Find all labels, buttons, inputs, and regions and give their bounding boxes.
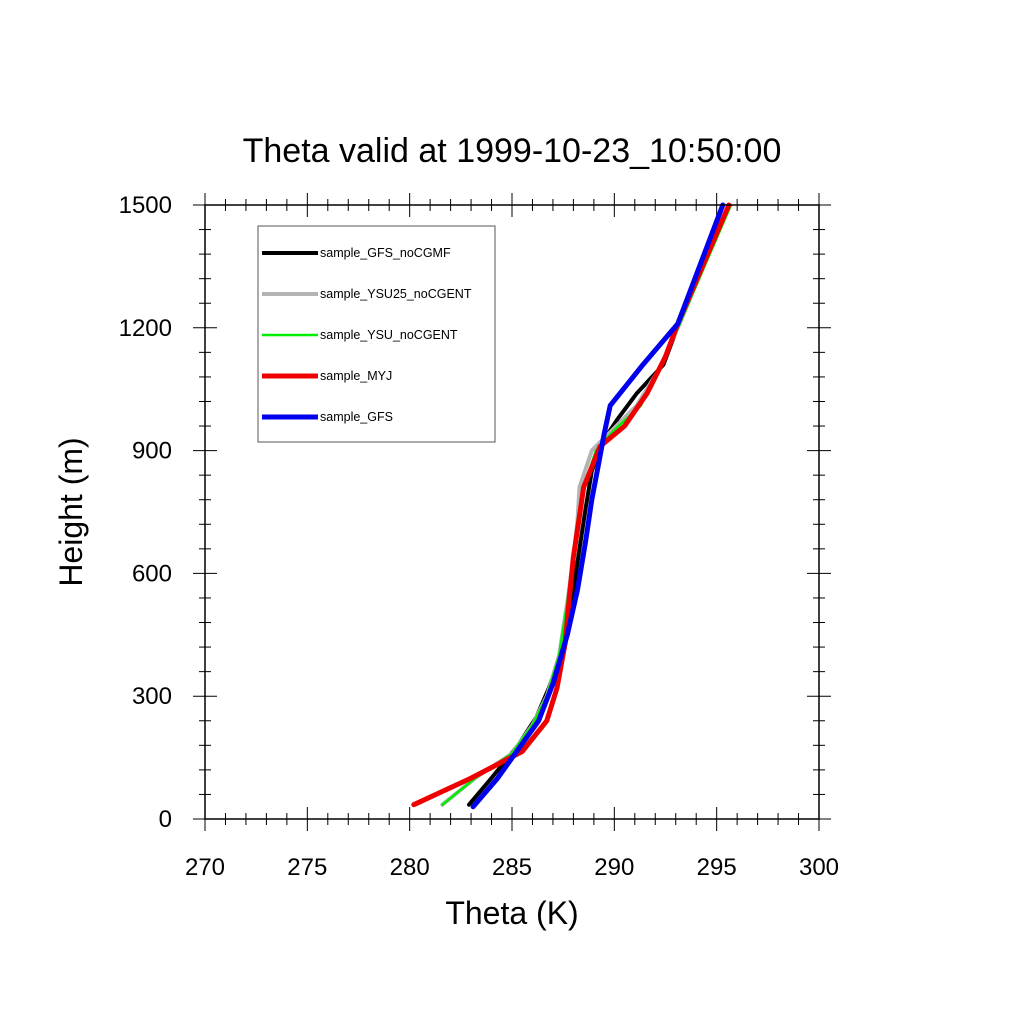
y-axis-label: Height (m) — [53, 437, 89, 586]
y-tick-label: 300 — [132, 683, 172, 710]
x-tick-label: 285 — [492, 854, 532, 881]
x-tick-label: 275 — [287, 854, 327, 881]
x-tick-label: 295 — [697, 854, 737, 881]
chart-title: Theta valid at 1999-10-23_10:50:00 — [243, 132, 782, 170]
x-tick-labels: 270 275 280 285 290 295 300 — [185, 854, 839, 881]
y-tick-labels: 0 300 600 900 1200 1500 — [119, 192, 172, 833]
y-tick-label: 1500 — [119, 192, 172, 219]
x-tick-label: 300 — [799, 854, 839, 881]
series-line-sample-gfs — [470, 202, 726, 810]
legend-label: sample_GFS_noCGMF — [320, 246, 451, 260]
legend-label: sample_MYJ — [320, 369, 392, 383]
legend-label: sample_YSU25_noCGENT — [320, 287, 472, 301]
legend-items: sample_GFS_noCGMF sample_YSU25_noCGENTsam… — [262, 246, 472, 424]
x-tick-label: 290 — [594, 854, 634, 881]
x-tick-label: 270 — [185, 854, 225, 881]
plot-frame — [204, 204, 820, 820]
series-line-sample-myj — [411, 202, 732, 808]
y-tick-label: 600 — [132, 560, 172, 587]
y-tick-label: 0 — [159, 806, 172, 833]
legend: sample_GFS_noCGMF sample_YSU25_noCGENTsam… — [257, 225, 496, 443]
y-tick-label: 1200 — [119, 315, 172, 342]
x-tick-label: 280 — [390, 854, 430, 881]
legend-label: sample_YSU_noCGENT — [320, 328, 458, 342]
legend-label: sample_GFS — [320, 410, 393, 424]
series-lines — [411, 202, 733, 810]
y-tick-label: 900 — [132, 438, 172, 465]
x-axis-label: Theta (K) — [445, 895, 578, 931]
